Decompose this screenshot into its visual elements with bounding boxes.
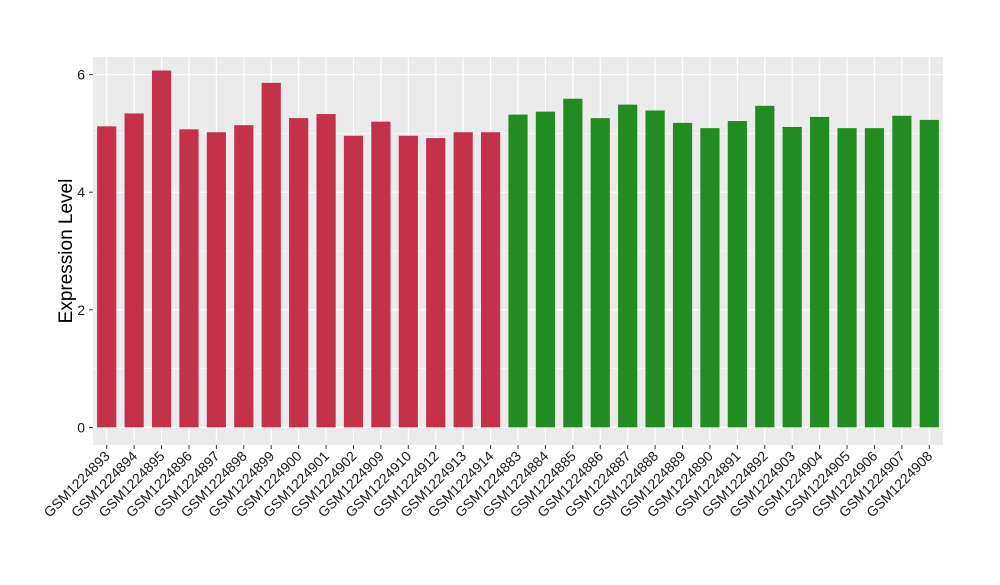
y-axis-label: Expression Level: [56, 179, 77, 324]
y-tick-label: 4: [77, 184, 85, 200]
bar-GSM1224894: [124, 113, 144, 428]
y-tick-label: 6: [77, 67, 85, 83]
y-tick-label: 2: [77, 302, 85, 318]
bar-GSM1224892: [755, 105, 775, 428]
bar-GSM1224910: [398, 135, 418, 428]
bar-GSM1224893: [97, 126, 117, 428]
bar-GSM1224900: [289, 118, 309, 428]
bar-GSM1224886: [590, 118, 610, 428]
bar-GSM1224895: [151, 70, 172, 428]
y-tick-label: 0: [77, 419, 85, 435]
bar-GSM1224909: [371, 121, 391, 428]
bar-GSM1224891: [727, 121, 747, 428]
bar-GSM1224903: [782, 126, 802, 428]
bar-GSM1224902: [343, 135, 364, 428]
bar-GSM1224904: [810, 116, 830, 428]
bar-GSM1224899: [261, 82, 281, 428]
bar-GSM1224885: [563, 98, 583, 428]
bar-GSM1224906: [864, 128, 885, 428]
bar-GSM1224896: [179, 129, 199, 428]
bar-GSM1224913: [453, 132, 473, 428]
bar-GSM1224889: [672, 122, 693, 428]
bar-GSM1224912: [426, 138, 446, 428]
bar-GSM1224883: [508, 114, 528, 428]
bar-GSM1224887: [618, 104, 638, 428]
bar-GSM1224907: [892, 115, 912, 428]
bar-GSM1224901: [316, 114, 336, 428]
bar-GSM1224898: [234, 125, 254, 428]
bars: [97, 70, 939, 428]
bar-GSM1224897: [206, 132, 226, 428]
bar-GSM1224914: [480, 132, 501, 428]
bar-GSM1224888: [645, 110, 665, 428]
bar-GSM1224884: [535, 111, 556, 428]
bar-GSM1224908: [919, 119, 939, 428]
bar-GSM1224890: [700, 128, 720, 428]
bar-GSM1224905: [837, 128, 857, 428]
y-axis: 0 2 4 6: [77, 67, 93, 435]
x-axis: GSM1224893GSM1224894GSM1224895GSM1224896…: [40, 445, 936, 520]
